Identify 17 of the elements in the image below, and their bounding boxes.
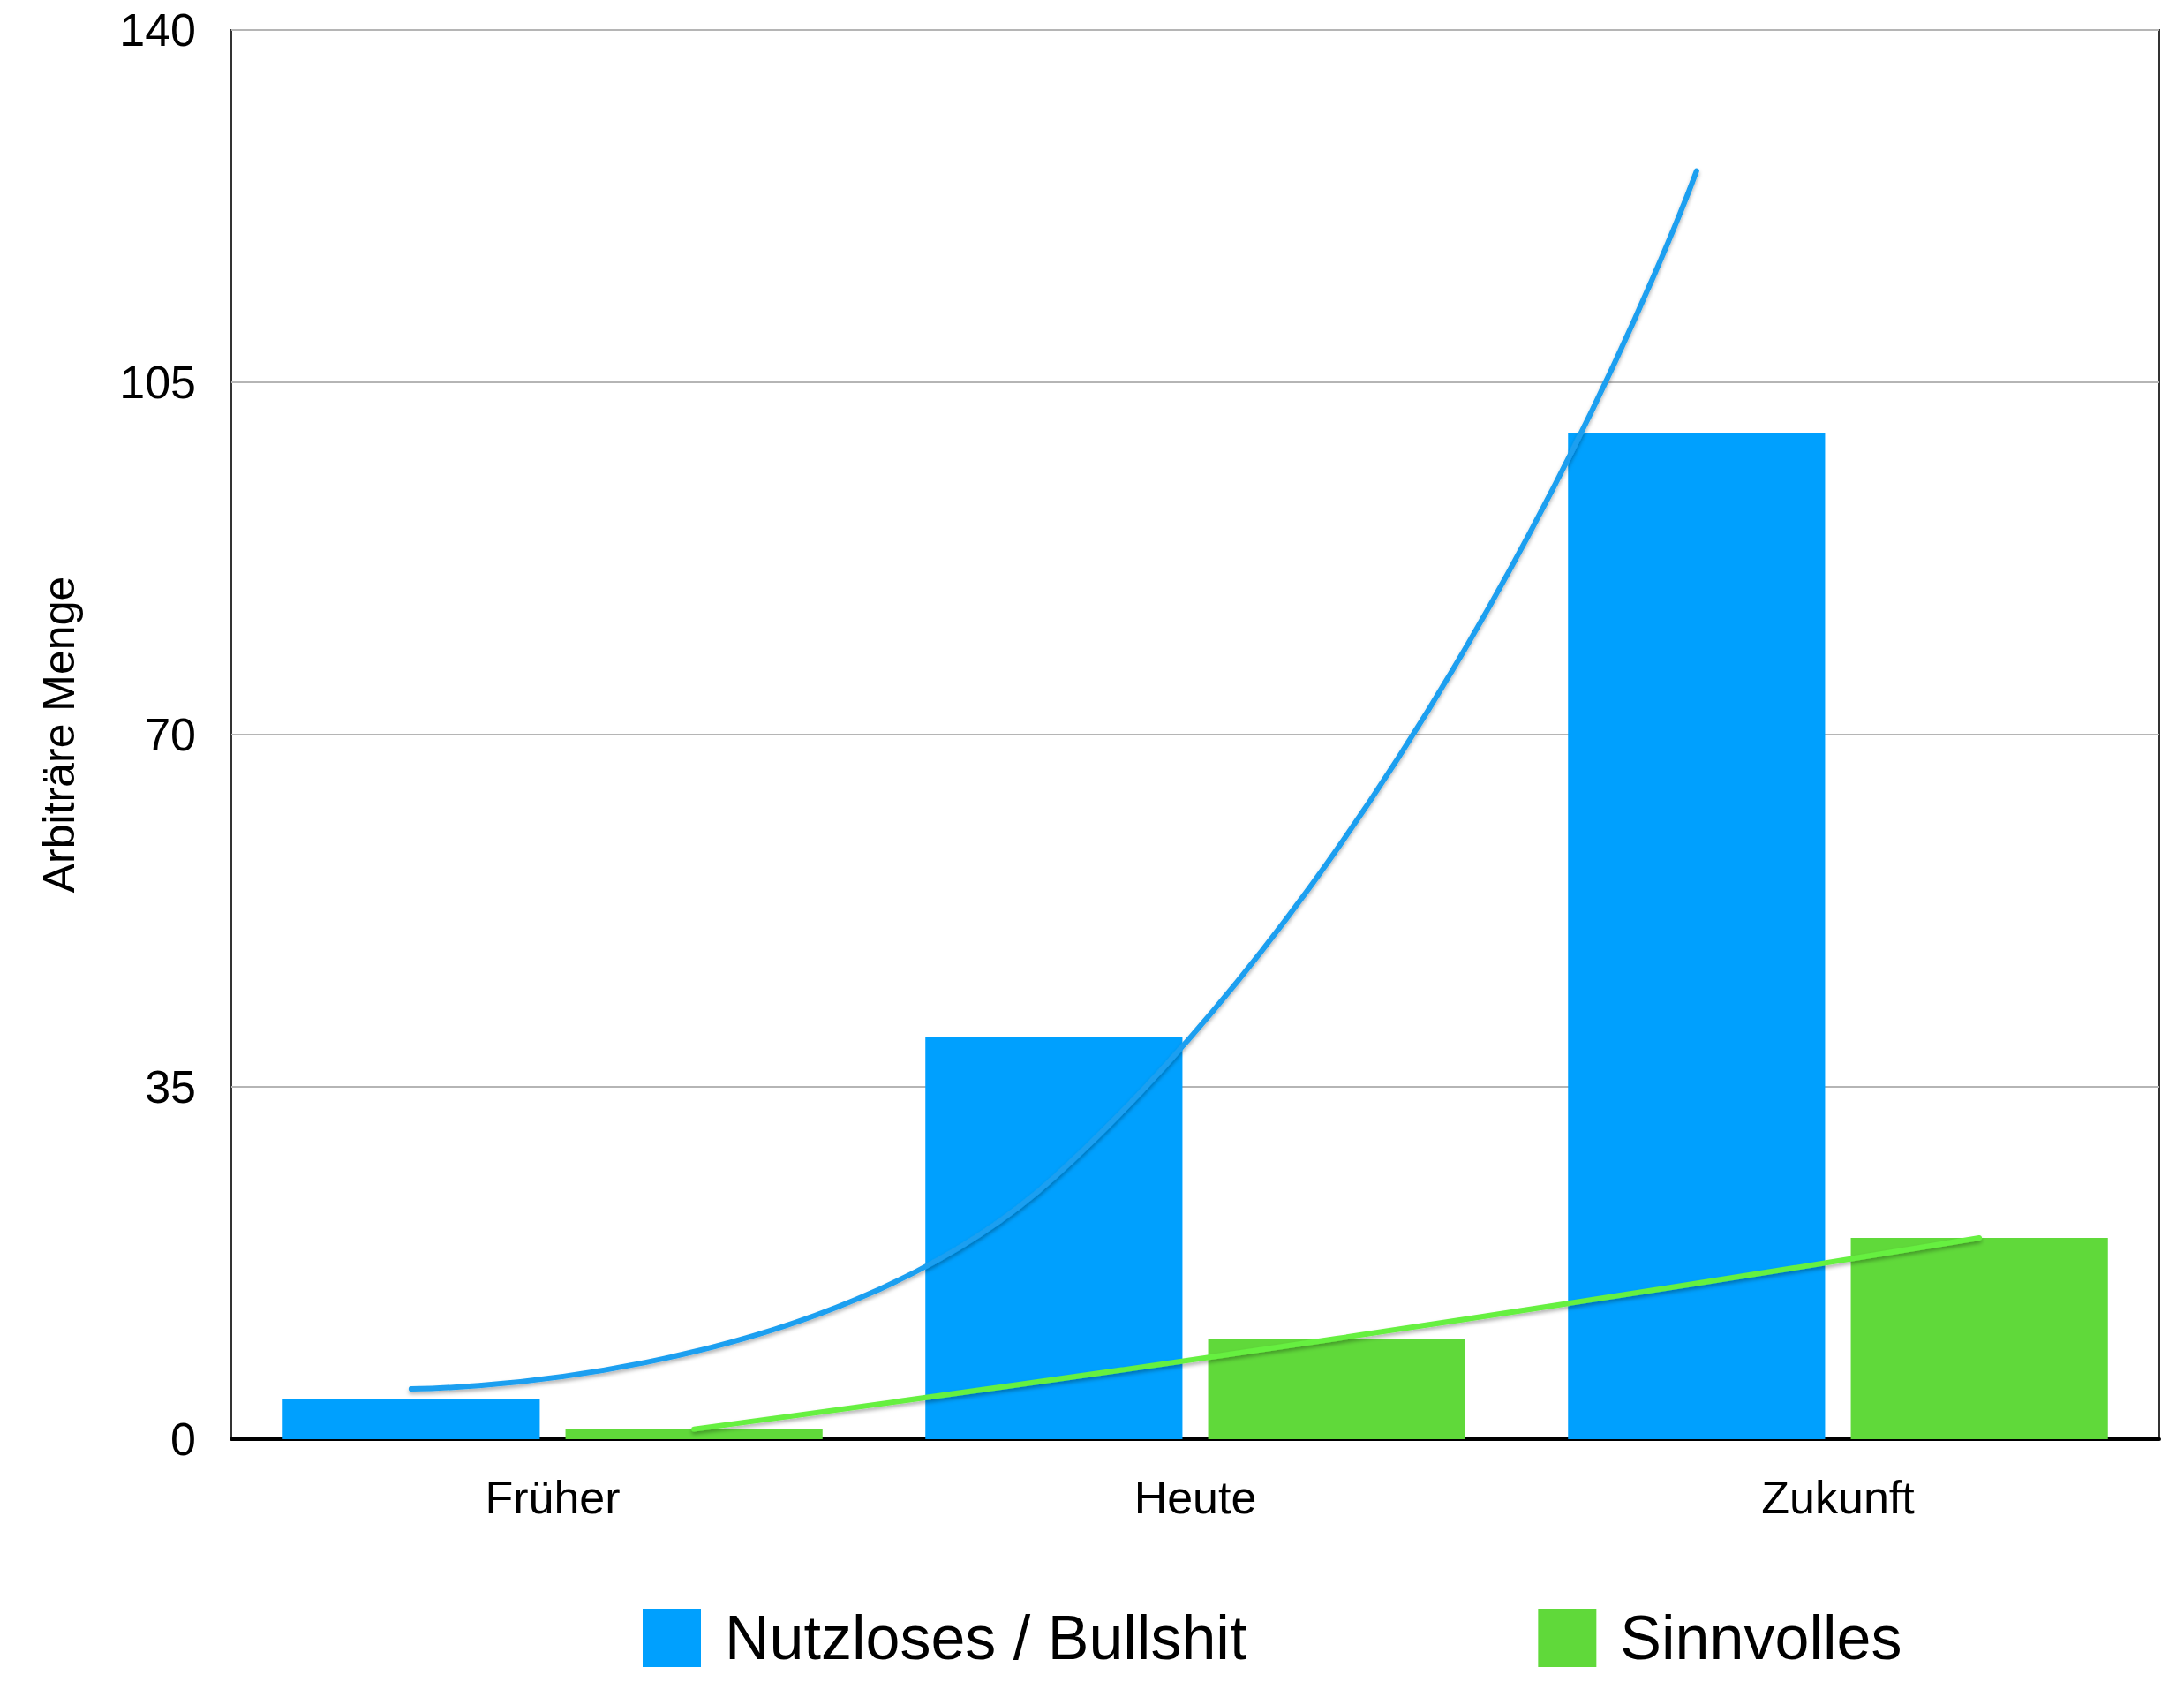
y-tick-label: 105 xyxy=(119,357,196,408)
y-tick-label: 35 xyxy=(145,1061,196,1113)
x-tick-label: Früher xyxy=(485,1472,621,1523)
bar xyxy=(565,1429,823,1439)
y-tick-label: 0 xyxy=(170,1414,196,1465)
legend-label: Nutzloses / Bullshit xyxy=(725,1603,1247,1672)
bar xyxy=(1850,1238,2108,1439)
y-tick-label: 70 xyxy=(145,709,196,760)
y-tick-label: 140 xyxy=(119,4,196,56)
legend-label: Sinnvolles xyxy=(1620,1603,1902,1672)
x-tick-label: Heute xyxy=(1133,1472,1257,1523)
bar xyxy=(925,1037,1183,1439)
bar xyxy=(1568,433,1826,1439)
bar xyxy=(282,1399,540,1439)
bar xyxy=(1208,1339,1465,1439)
y-axis-title: Arbiträre Menge xyxy=(34,576,84,894)
x-tick-label: Zukunft xyxy=(1761,1472,1916,1523)
